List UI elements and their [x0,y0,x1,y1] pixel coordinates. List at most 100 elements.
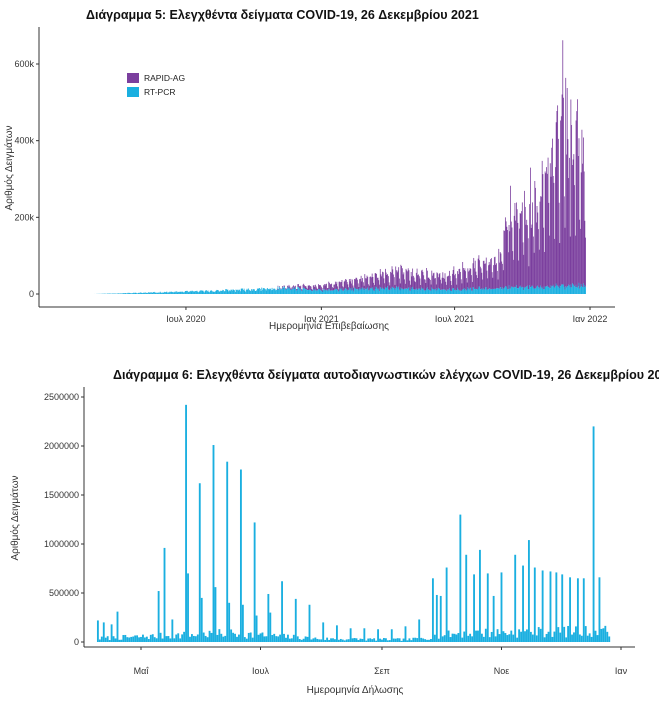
bar-self-test [465,554,468,642]
bar-self-test [267,593,270,642]
legend-label-rt-pcr: RT-PCR [144,87,176,97]
bar-self-test [533,567,536,642]
bar-self-test [416,638,419,642]
bar-self-test [490,631,493,642]
chart-6-x-axis-title: Ημερομηνία Δήλωσης [307,684,404,696]
chart-5-bars [93,40,586,294]
bar-self-test [441,636,444,642]
bar-self-test [308,604,311,642]
bar-self-test [410,640,413,642]
chart-5-title: Διάγραμμα 5: Ελεγχθέντα δείγματα COVID-1… [86,8,479,22]
x-tick-label: Ιαν [615,666,628,676]
bar-self-test [322,622,325,642]
chart-6-bars [96,404,611,642]
bar-self-test [306,636,309,642]
bar-self-test [165,636,168,642]
bar-self-test [106,636,109,642]
x-tick-label: Ιουλ 2021 [435,314,474,324]
bar-self-test [206,637,209,642]
bar-self-test [576,578,579,642]
bar-self-test [238,634,240,642]
bar-self-test [486,573,489,642]
bar-self-test [171,619,174,642]
bar-self-test [365,640,368,642]
bar-self-test [120,639,123,642]
bar-self-test [545,633,548,642]
bar-self-test [243,637,246,642]
bar-self-test [277,636,280,642]
bar-self-test [604,625,607,642]
x-tick-label: Ιαν 2022 [573,314,608,324]
bar-self-test [302,638,305,642]
y-tick-label: 600k [14,59,34,69]
bar-self-test [177,633,180,642]
bar-self-test [428,639,430,642]
bar-self-test [608,636,611,642]
y-tick-label: 500000 [49,588,79,598]
bar-self-test [549,571,552,642]
bar-self-test [529,631,532,642]
bar-self-test [159,632,162,642]
bar-self-test [328,639,331,642]
bar-self-test [98,639,101,642]
bar-self-test [116,611,119,642]
bar-self-test [298,639,301,642]
bar-self-test [181,634,184,642]
bar-self-test [422,638,425,642]
bar-self-test [343,640,346,642]
bar-self-test [198,483,201,642]
bar-self-test [535,635,538,642]
bar-self-test [443,635,446,642]
x-tick-label: Ιουλ [252,666,269,676]
bar-self-test [539,628,542,642]
bar-self-test [192,635,195,642]
bar-self-test [194,636,197,642]
bar-self-test [269,612,272,642]
bar-self-test [334,639,336,642]
bar-self-test [430,638,432,642]
bar-self-test [384,638,387,642]
bar-self-test [420,637,423,642]
bar-self-test [196,634,199,642]
bar-self-test [553,631,556,642]
bar-self-test [112,636,115,642]
legend-swatch-rt-pcr [127,87,139,97]
bar-self-test [543,637,546,642]
bar-self-test [514,554,517,642]
bar-self-test [475,630,477,642]
bar-self-test [479,549,481,642]
bar-self-test [390,629,393,642]
bar-self-test [461,637,464,642]
y-tick-label: 0 [29,289,34,299]
bar-self-test [130,636,133,642]
bar-self-test [477,630,479,642]
bar-self-test [157,591,160,642]
x-tick-label: Μαΐ [134,666,150,676]
bar-self-test [459,514,462,642]
bar-self-test [447,630,450,642]
bar-self-test [292,634,295,642]
bar-self-test [110,624,113,642]
bar-self-test [114,638,117,642]
bar-self-test [288,638,291,642]
bar-self-test [578,634,581,642]
bar-self-test [508,634,511,642]
bar-self-test [518,629,521,642]
chart-6: Διάγραμμα 6: Ελεγχθέντα δείγματα αυτοδια… [9,368,659,696]
bar-self-test [285,637,287,642]
bar-self-test [287,634,289,642]
bar-self-test [341,639,344,642]
bar-self-test [435,594,438,642]
chart-5-x-axis-title: Ημερομηνία Επιβεβαίωσης [269,320,389,332]
bar-self-test [431,578,434,642]
bar-self-test [145,636,148,642]
bar-self-test [222,636,225,642]
bar-self-test [433,634,436,642]
bar-self-test [496,629,499,642]
chart-5-legend: RAPID-AG RT-PCR [127,73,185,97]
bar-self-test [359,638,362,642]
bar-self-test [349,628,352,642]
bar-self-test [337,639,340,642]
bar-self-test [408,638,411,642]
bar-self-test [153,637,156,642]
